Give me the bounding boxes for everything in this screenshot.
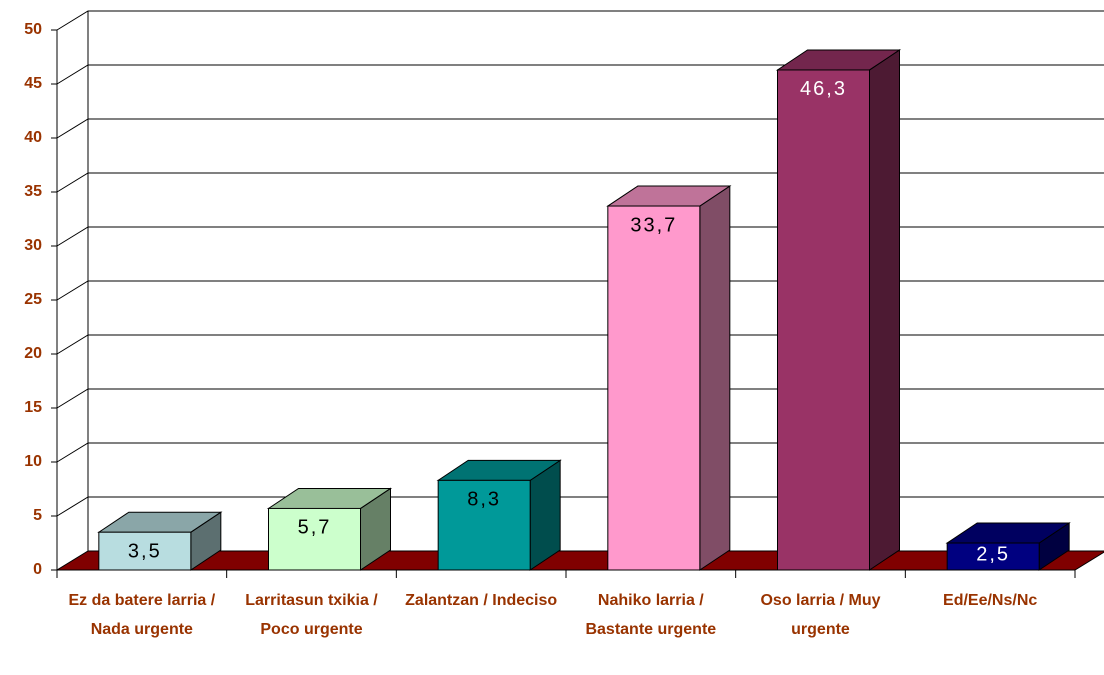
bar	[268, 507, 361, 571]
y-tick-label: 0	[33, 561, 42, 578]
x-tick-label: Ed/Ee/Ns/Nc	[943, 592, 1038, 609]
y-tick-label: 30	[24, 237, 42, 254]
value-label: 8,3	[467, 489, 501, 511]
grid-line	[56, 388, 1104, 409]
y-tick-label: 40	[24, 129, 42, 146]
y-tick-label: 45	[24, 75, 42, 92]
grid-line	[56, 226, 1104, 247]
grid-line	[56, 496, 1104, 517]
y-tick-label: 35	[24, 183, 42, 200]
bar	[437, 479, 531, 571]
grid-line	[56, 334, 1104, 355]
bar	[777, 69, 870, 571]
value-label: 2,5	[976, 543, 1010, 565]
value-label: 3,5	[128, 540, 162, 562]
grid-line	[56, 64, 1104, 85]
grid-line	[56, 10, 1104, 31]
value-label: 5,7	[298, 517, 332, 539]
grid-line	[56, 118, 1104, 139]
y-tick-label: 5	[33, 507, 42, 524]
value-label: 33,7	[630, 214, 677, 236]
grid-line	[56, 442, 1104, 463]
bar-side	[869, 49, 900, 571]
y-tick-label: 15	[24, 399, 42, 416]
value-label: 46,3	[800, 78, 847, 100]
y-tick-label: 10	[24, 453, 42, 470]
y-tick-label: 50	[24, 21, 42, 38]
bar-side	[699, 185, 731, 571]
bar	[607, 205, 701, 571]
y-tick-label: 25	[24, 291, 42, 308]
grid-line	[56, 280, 1104, 301]
x-tick-label: Oso larria / Muy urgente	[760, 592, 881, 638]
x-tick-label: Ez da batere larria / Nada urgente	[68, 592, 216, 638]
bar	[98, 531, 192, 571]
x-tick-label: Nahiko larria / Bastante urgente	[585, 592, 717, 638]
bar	[946, 542, 1040, 571]
x-tick-label: Larritasun txikia / Poco urgente	[245, 592, 378, 638]
x-tick-label: Zalantzan / Indeciso	[405, 592, 558, 609]
y-tick-label: 20	[24, 345, 42, 362]
grid-line	[56, 172, 1104, 193]
